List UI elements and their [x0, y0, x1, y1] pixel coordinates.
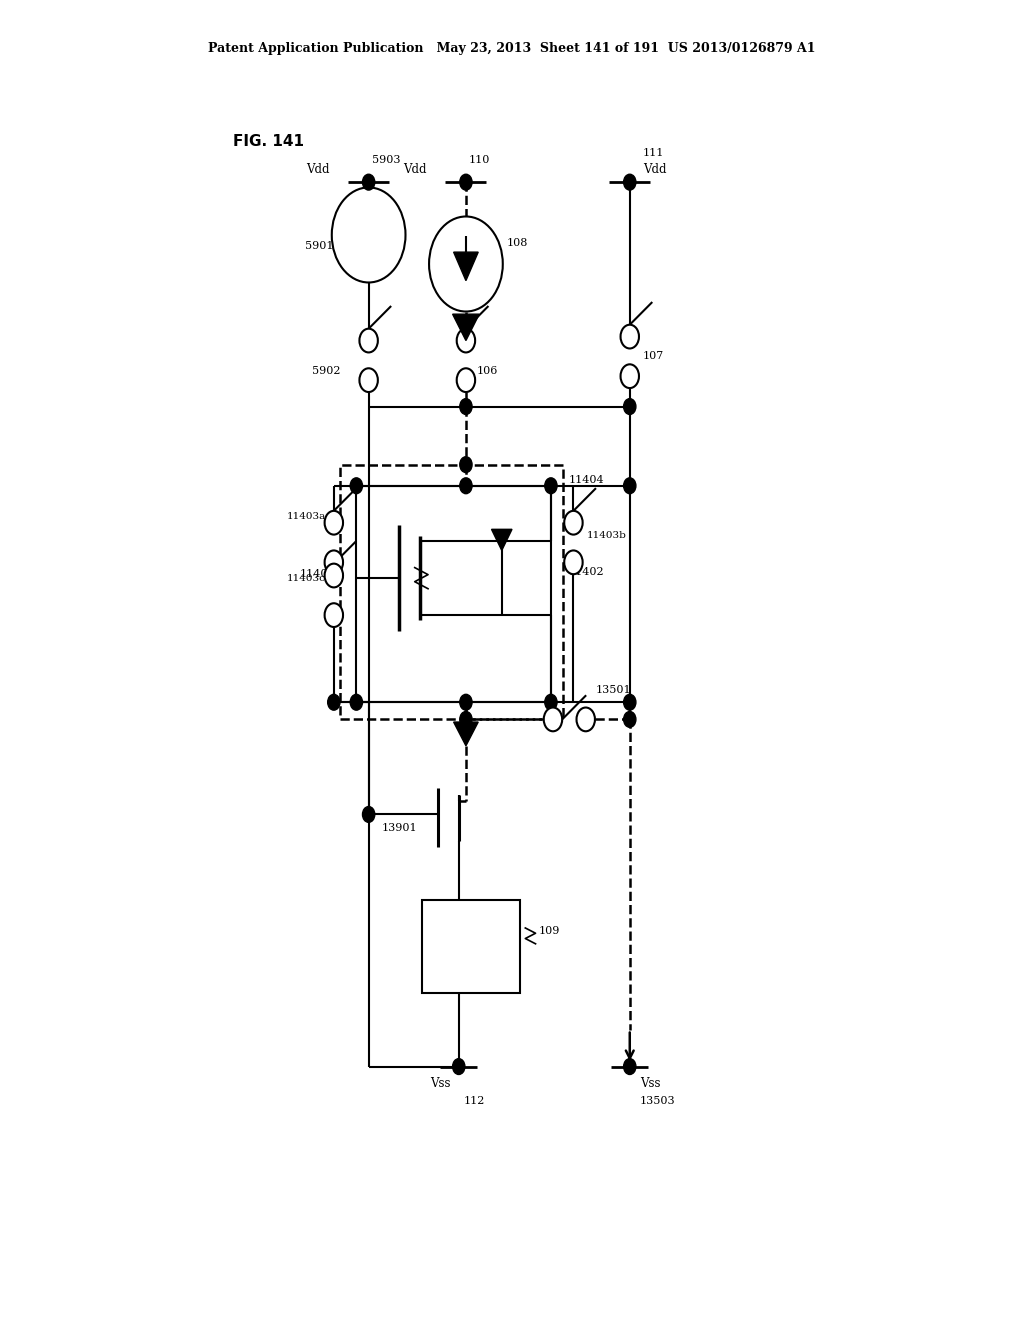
Circle shape	[544, 708, 562, 731]
Circle shape	[460, 399, 472, 414]
Circle shape	[624, 1059, 636, 1074]
Circle shape	[621, 364, 639, 388]
Bar	[356, 486, 551, 702]
Circle shape	[325, 603, 343, 627]
Circle shape	[621, 325, 639, 348]
Text: 111: 111	[643, 148, 665, 158]
Text: 5903: 5903	[372, 154, 400, 165]
Text: Vdd: Vdd	[403, 162, 427, 176]
Text: 107: 107	[643, 351, 665, 362]
Text: 11403a: 11403a	[287, 512, 326, 520]
Circle shape	[624, 694, 636, 710]
Text: 11404: 11404	[568, 475, 604, 486]
Bar	[340, 465, 563, 719]
Text: 11403b: 11403b	[587, 532, 627, 540]
Text: 11402: 11402	[568, 566, 604, 577]
Text: 106: 106	[476, 366, 498, 376]
Text: Vdd: Vdd	[306, 162, 330, 176]
Text: 110: 110	[469, 154, 490, 165]
Circle shape	[350, 694, 362, 710]
Bar	[422, 900, 520, 993]
Circle shape	[453, 1059, 465, 1074]
Circle shape	[325, 511, 343, 535]
Polygon shape	[454, 252, 478, 281]
Text: 5901: 5901	[305, 240, 334, 251]
Circle shape	[564, 550, 583, 574]
Circle shape	[350, 478, 362, 494]
Circle shape	[624, 174, 636, 190]
Polygon shape	[453, 314, 479, 341]
Circle shape	[460, 694, 472, 710]
Text: Patent Application Publication   May 23, 2013  Sheet 141 of 191  US 2013/0126879: Patent Application Publication May 23, 2…	[208, 42, 816, 55]
Circle shape	[545, 694, 557, 710]
Circle shape	[457, 329, 475, 352]
Circle shape	[564, 511, 583, 535]
Text: Vss: Vss	[640, 1077, 660, 1090]
Text: 11401: 11401	[299, 569, 335, 579]
Circle shape	[325, 564, 343, 587]
Circle shape	[359, 368, 378, 392]
Circle shape	[577, 708, 595, 731]
Circle shape	[328, 694, 340, 710]
Circle shape	[457, 368, 475, 392]
Circle shape	[460, 457, 472, 473]
Circle shape	[332, 187, 406, 282]
Circle shape	[460, 174, 472, 190]
Text: 112: 112	[464, 1096, 485, 1106]
Circle shape	[362, 174, 375, 190]
Polygon shape	[492, 529, 512, 550]
Text: FIG. 141: FIG. 141	[233, 133, 304, 149]
Circle shape	[624, 711, 636, 727]
Circle shape	[359, 329, 378, 352]
Circle shape	[545, 478, 557, 494]
Text: Vdd: Vdd	[643, 162, 667, 176]
Text: 108: 108	[507, 238, 528, 248]
Text: 13901: 13901	[381, 822, 417, 833]
Circle shape	[624, 478, 636, 494]
Circle shape	[460, 711, 472, 727]
Text: 5902: 5902	[312, 366, 341, 376]
Text: 11403c: 11403c	[287, 574, 326, 582]
Text: 13503: 13503	[640, 1096, 676, 1106]
Circle shape	[325, 550, 343, 574]
Polygon shape	[454, 722, 478, 746]
Circle shape	[460, 478, 472, 494]
Circle shape	[429, 216, 503, 312]
Circle shape	[624, 399, 636, 414]
Text: Vss: Vss	[430, 1077, 451, 1090]
Circle shape	[362, 807, 375, 822]
Text: 13501: 13501	[596, 685, 632, 696]
Text: 109: 109	[539, 925, 560, 936]
